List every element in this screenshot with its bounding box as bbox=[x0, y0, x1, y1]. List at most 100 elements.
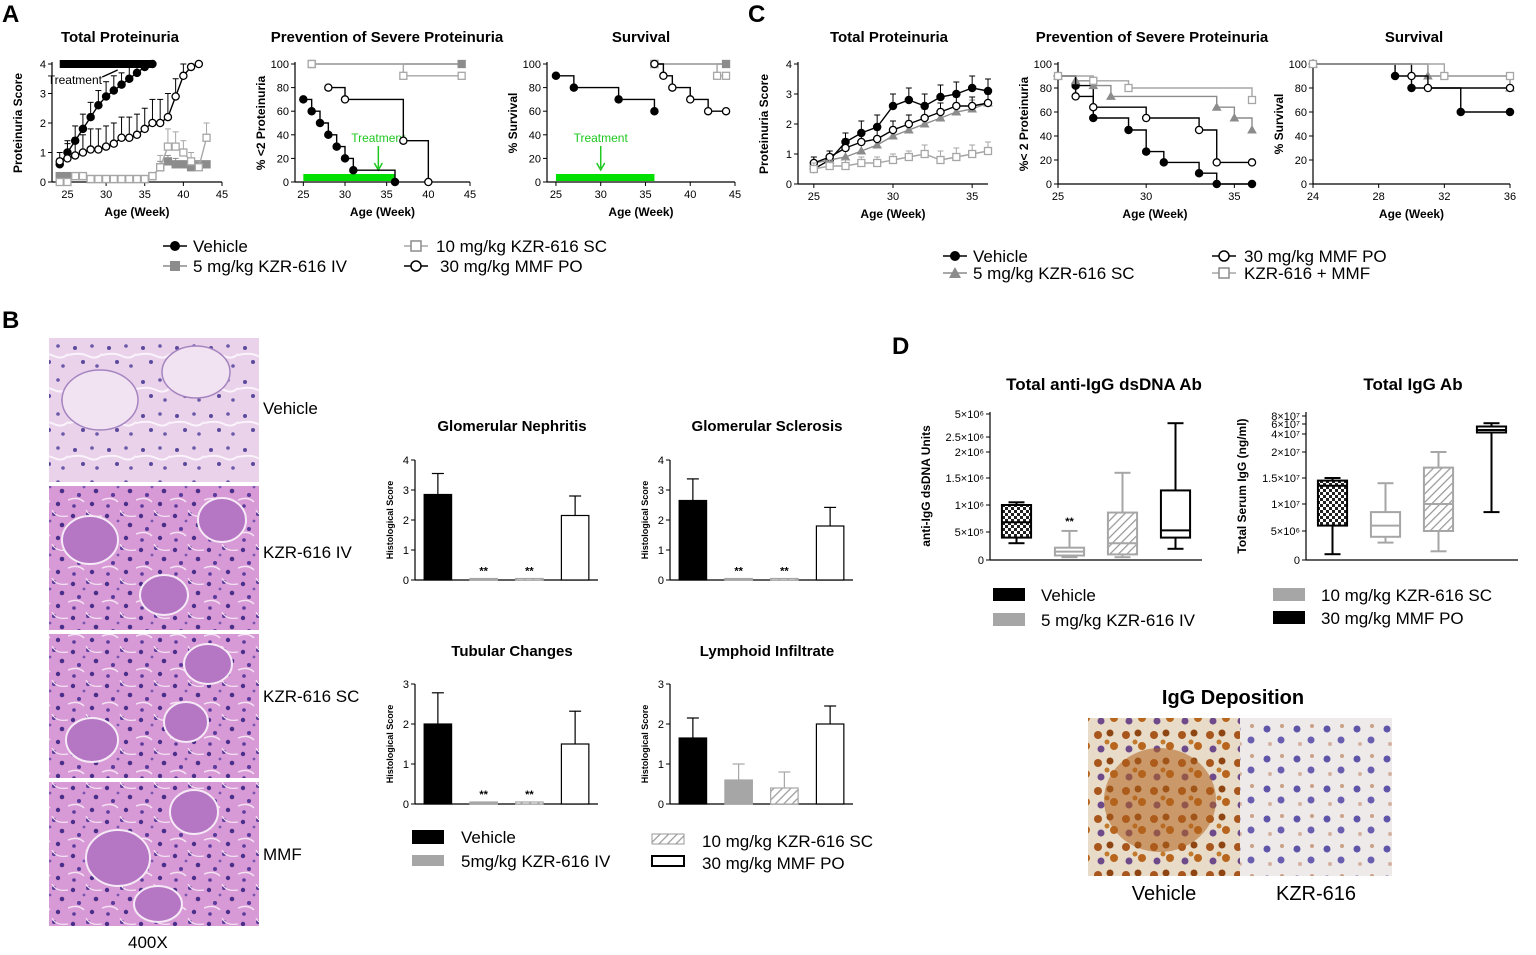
series-vehicle bbox=[1308, 59, 1515, 117]
legend-b-vehicle: Vehicle bbox=[461, 828, 516, 847]
data-point bbox=[78, 148, 88, 157]
data-point bbox=[936, 107, 945, 117]
y-tick-label: 80 bbox=[277, 83, 289, 95]
magnification-label: 400X bbox=[128, 933, 168, 952]
y-axis-label: Proteinuria Score bbox=[757, 74, 771, 174]
legend-b-kzr-sc: 10 mg/kg KZR-616 SC bbox=[702, 832, 873, 851]
data-point bbox=[1089, 113, 1098, 123]
data-point bbox=[1106, 91, 1116, 100]
y-axis-label: Histological Score bbox=[385, 481, 395, 560]
x-axis-label: Age (Week) bbox=[350, 205, 415, 219]
y-tick-label: 1 bbox=[403, 545, 409, 557]
x-tick-label: 30 bbox=[595, 189, 607, 201]
data-point bbox=[299, 95, 308, 104]
panel-d-legend: Vehicle 5 mg/kg KZR-616 IV 10 mg/kg KZR-… bbox=[993, 586, 1492, 630]
legend-swatch-vehicle bbox=[993, 588, 1025, 601]
legend-swatch-kzr-sc bbox=[651, 833, 685, 845]
bar-vehicle bbox=[678, 499, 708, 581]
x-tick-label: 40 bbox=[684, 189, 696, 201]
igg-label-kzr616: KZR-616 bbox=[1276, 883, 1356, 905]
legend-b-kzr-iv: 5mg/kg KZR-616 IV bbox=[461, 852, 611, 871]
panel-a-legend: Vehicle 5 mg/kg KZR-616 IV 10 mg/kg KZR-… bbox=[163, 237, 607, 276]
x-tick-label: 25 bbox=[61, 189, 73, 201]
histology-label-kzr-sc: KZR-616 SC bbox=[263, 687, 359, 706]
y-tick-label: 3 bbox=[40, 89, 46, 101]
box-vehicle bbox=[1316, 477, 1349, 556]
x-tick-label: 45 bbox=[464, 189, 476, 201]
data-point bbox=[1124, 83, 1133, 93]
data-point bbox=[125, 74, 134, 84]
data-point bbox=[101, 174, 111, 184]
data-point bbox=[857, 137, 866, 147]
data-point bbox=[117, 174, 126, 184]
data-point bbox=[171, 142, 180, 151]
data-point bbox=[551, 71, 561, 81]
data-point bbox=[1407, 71, 1416, 81]
box-body bbox=[1316, 479, 1349, 527]
chart-a-total-proteinuria: Total Proteinuria 0 1 2 3 4 25 30 35 40 45 Age (Wee… bbox=[11, 29, 228, 219]
y-tick-label: 0 bbox=[978, 555, 984, 567]
y-tick-label: 3 bbox=[403, 679, 409, 691]
legend-marker-vehicle bbox=[170, 241, 180, 251]
data-point bbox=[148, 59, 157, 69]
data-point bbox=[94, 145, 103, 154]
treatment-bar bbox=[59, 60, 153, 68]
data-point bbox=[872, 134, 882, 144]
series-vehicle bbox=[1053, 71, 1257, 189]
y-tick-label: 4 bbox=[403, 455, 409, 467]
y-tick-label: 60 bbox=[1295, 107, 1307, 119]
significance-label: ** bbox=[525, 566, 534, 578]
box-30-mg-kg-mmf-po bbox=[1159, 422, 1192, 550]
chart-d-anti-igg-dsdna: Total anti-IgG dsDNA Ab 0 5×10⁵ 1×10⁶ 1.5×10… bbox=[919, 375, 1202, 567]
treatment-arrow-head bbox=[596, 162, 606, 172]
data-point bbox=[1194, 168, 1204, 178]
y-tick-label: 2 bbox=[658, 515, 664, 527]
y-tick-label: 80 bbox=[1040, 83, 1052, 95]
data-point bbox=[1089, 102, 1098, 112]
treatment-arrow bbox=[101, 69, 118, 78]
data-point bbox=[888, 155, 898, 165]
y-tick-label: 3 bbox=[658, 485, 664, 497]
data-point bbox=[194, 163, 203, 172]
series-line bbox=[328, 86, 430, 182]
igg-deposition-title: IgG Deposition bbox=[1162, 687, 1304, 709]
histology-images bbox=[49, 338, 259, 926]
bar-30-mg-kg-mmf-po bbox=[815, 723, 845, 805]
data-point bbox=[1212, 158, 1221, 167]
bar-vehicle bbox=[423, 723, 453, 805]
data-point bbox=[424, 177, 433, 187]
y-tick-label: 20 bbox=[277, 153, 289, 165]
legend-c-vehicle: Vehicle bbox=[973, 247, 1028, 266]
igg-label-vehicle: Vehicle bbox=[1132, 883, 1197, 905]
data-point bbox=[1440, 71, 1449, 81]
legend-d-vehicle: Vehicle bbox=[1041, 586, 1096, 605]
box-30-mg-kg-mmf-po bbox=[1475, 422, 1508, 514]
data-point bbox=[1141, 147, 1151, 156]
data-point bbox=[132, 68, 142, 78]
x-axis-label: Age (Week) bbox=[1379, 207, 1444, 221]
treatment-label: Treatment bbox=[574, 131, 629, 145]
glomerulus-shape bbox=[61, 369, 139, 431]
data-point bbox=[967, 101, 977, 111]
chart-c-survival: Survival 0 20 40 60 80 100 24 28 32 36 Age (Week) % … bbox=[1272, 29, 1516, 221]
series-line bbox=[311, 63, 462, 77]
series-line bbox=[1313, 63, 1510, 77]
data-point bbox=[919, 118, 930, 128]
x-tick-label: 30 bbox=[339, 189, 351, 201]
y-axis-label: anti-IgG dsDNA Units bbox=[919, 425, 933, 547]
data-point bbox=[132, 174, 142, 184]
y-tick-label: 40 bbox=[1040, 131, 1052, 143]
data-point bbox=[1423, 83, 1433, 93]
data-point bbox=[1247, 158, 1257, 167]
bar-5mg-kg-kzr-616-iv bbox=[724, 577, 753, 581]
data-point bbox=[399, 136, 408, 145]
bar-5mg-kg-kzr-616-iv bbox=[469, 801, 498, 805]
series-kzr-616-mmf bbox=[1308, 59, 1515, 81]
box-body bbox=[1422, 466, 1455, 533]
legend-c-kzr-sc: 5 mg/kg KZR-616 SC bbox=[973, 264, 1135, 283]
y-tick-label: 0 bbox=[786, 179, 792, 191]
chart-title: Total IgG Ab bbox=[1363, 375, 1462, 394]
y-axis-label: % Survival bbox=[1272, 94, 1286, 155]
panel-label-a: A bbox=[2, 1, 19, 28]
